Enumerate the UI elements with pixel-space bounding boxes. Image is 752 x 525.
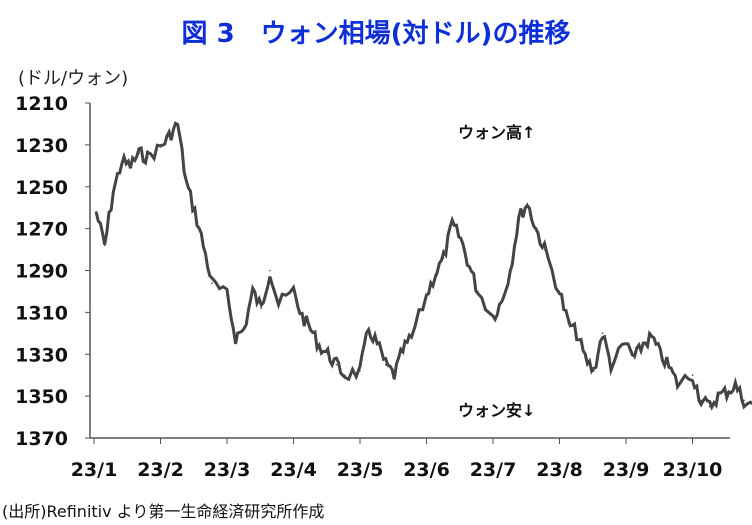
source-note: (出所)Refinitiv より第一生命経済研究所作成 [2,502,324,521]
data-point [327,353,329,356]
annotation-won-down: ウォン安↓ [458,401,535,420]
data-point [743,399,745,402]
data-point [700,399,702,402]
y-tick-label: 1370 [15,428,68,450]
data-point [393,374,396,376]
data-point [129,165,132,167]
data-point [543,248,546,251]
series-won-usd [94,121,752,411]
data-point [260,307,263,309]
y-axis-unit: (ドル/ウォン) [18,68,128,89]
data-point [610,363,612,366]
data-point [112,190,115,192]
x-tick-label: 23/3 [204,459,251,481]
x-axis-ticks: 23/1 23/2 23/3 23/4 23/5 23/6 23/7 23/8 23/9 23/1… [71,438,723,481]
data-point [168,135,170,138]
y-axis-ticks: 1210 1230 1250 1270 1290 1310 1330 1350 1370 [15,93,90,450]
data-point [492,315,494,318]
data-point [292,290,295,293]
y-tick-label: 1230 [15,135,68,157]
data-point [726,391,728,393]
data-point [243,328,245,330]
data-point [425,294,428,297]
data-point [593,370,595,372]
y-tick-label: 1210 [15,93,68,115]
x-tick-label: 23/9 [603,459,650,481]
x-tick-label: 23/8 [536,459,583,481]
x-tick-label: 23/5 [337,459,384,481]
data-point [251,290,254,293]
x-tick-label: 23/10 [663,459,723,481]
data-point [650,336,653,339]
x-tick-label: 23/7 [470,459,517,481]
data-point [211,282,213,284]
data-point [234,336,237,339]
y-tick-label: 1270 [15,219,68,241]
data-point [103,244,106,247]
data-point [691,374,694,376]
data-point [277,303,280,305]
data-point [309,328,312,330]
data-point [194,211,196,213]
chart-title: 図 3 ウォン相場(対ドル)の推移 [182,19,571,49]
data-point [335,363,338,366]
x-tick-label: 23/1 [71,459,118,481]
data-point [121,160,123,163]
data-point [384,363,387,366]
data-point [477,290,479,293]
y-tick-label: 1290 [15,261,68,283]
data-point [359,370,361,372]
data-point [526,202,529,205]
data-point [367,328,370,330]
data-point [460,238,462,240]
data-point [442,257,445,259]
data-point [376,342,378,345]
data-point [468,265,471,268]
data-point [642,342,644,345]
data-point [95,211,97,213]
data-point [717,395,720,397]
y-tick-label: 1250 [15,177,68,199]
data-point [500,301,503,303]
data-point [138,152,140,155]
data-point [625,342,627,345]
data-point [159,146,162,148]
data-point [575,332,578,335]
x-tick-label: 23/6 [403,459,450,481]
data-point [633,357,636,360]
data-point [146,156,149,159]
data-point [226,294,228,297]
x-tick-label: 23/2 [137,459,184,481]
data-point [451,223,454,226]
data-point [318,345,321,347]
data-point [269,269,271,272]
x-tick-label: 23/4 [270,459,317,481]
data-point [410,336,413,339]
data-point [734,384,737,387]
y-tick-label: 1330 [15,344,68,366]
y-tick-label: 1310 [15,302,68,324]
series-line [94,121,752,411]
data-point [601,332,604,335]
data-point [535,227,537,230]
data-point [185,181,188,184]
data-point [344,374,346,376]
data-point [202,244,205,247]
data-point [558,290,561,293]
data-point [584,357,587,360]
data-point [402,349,404,351]
data-point [567,322,569,324]
data-point [301,315,303,318]
y-tick-label: 1350 [15,386,68,408]
data-point [517,217,520,219]
data-point [668,366,670,368]
data-point [708,405,711,408]
data-point [509,269,511,272]
data-point [176,123,179,125]
data-point [659,353,662,356]
annotation-won-up: ウォン高↑ [458,123,535,142]
data-point [676,382,679,385]
data-point [434,273,436,276]
